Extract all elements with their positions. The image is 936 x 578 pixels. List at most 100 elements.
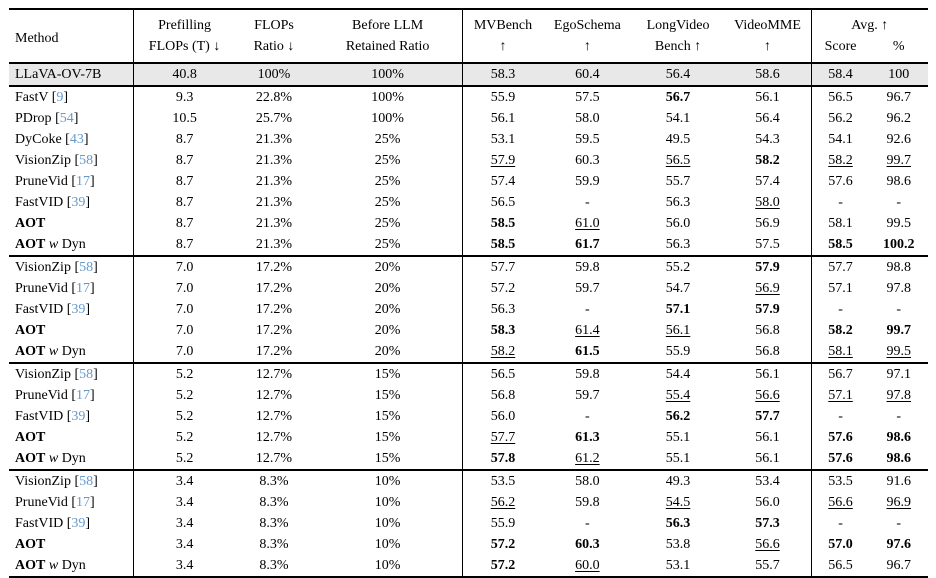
method-name: w — [45, 558, 59, 573]
value-cell: - — [896, 195, 902, 210]
citation-link[interactable]: 39 — [71, 409, 86, 424]
col-header-avg: Avg. ↑ — [851, 18, 889, 33]
value-text: 56.6 — [755, 537, 780, 552]
citation-link[interactable]: 54 — [59, 111, 74, 126]
col-header-method: Method — [9, 9, 135, 64]
method-cell: FastVID [39] — [9, 192, 135, 213]
value-text: 61.5 — [575, 344, 600, 359]
table-row: DyCoke [43] 8.7 21.3% 25% 53.1 59.5 49.5 54.3 54… — [9, 129, 928, 150]
value-text: 60.3 — [575, 537, 600, 552]
method-name: DyCoke — [15, 132, 66, 147]
value-cell: 7.0 — [175, 323, 194, 338]
table-row: VisionZip [58] 7.0 17.2% 20% 57.7 59.8 55.2 57.… — [9, 255, 928, 278]
value-cell: 55.2 — [631, 255, 725, 278]
table-row: LLaVA-OV-7B 40.8 100% 100% 58.3 60.4 56.4 58.6 5… — [9, 63, 928, 86]
method-name: VisionZip — [15, 367, 75, 382]
value-cell: 5.2 — [175, 409, 194, 424]
value-cell: 5.2 — [175, 451, 194, 466]
citation-link[interactable]: 39 — [71, 516, 86, 531]
value-cell: 56.5 — [828, 558, 853, 573]
value-text: 98.6 — [886, 430, 912, 445]
value-text: 58.1 — [828, 344, 853, 359]
value-text: 61.0 — [575, 216, 600, 231]
value-cell: 57.7 — [462, 255, 544, 278]
value-cell: 20% — [313, 255, 463, 278]
value-cell: 97.8 — [886, 281, 912, 296]
citation-link[interactable]: 39 — [71, 195, 86, 210]
value-cell: 60.3 — [575, 153, 600, 168]
value-cell: 56.1 — [632, 320, 725, 341]
citation-link[interactable]: 9 — [56, 90, 64, 105]
table-body: LLaVA-OV-7B 40.8 100% 100% 58.3 60.4 56.4 58.6 5… — [9, 63, 928, 577]
value-cell: 55.9 — [490, 516, 516, 531]
citation-link[interactable]: 43 — [69, 132, 84, 147]
value-cell: 55.1 — [665, 430, 691, 445]
value-text: 58.2 — [490, 344, 516, 359]
value-cell: 5.2 — [133, 362, 235, 385]
method-name: w — [45, 344, 59, 359]
table-row: AOT w Dyn 5.2 12.7% 15% 57.8 61.2 55.1 56.1 57.6… — [9, 448, 928, 470]
value-cell: 100.2 — [870, 234, 929, 256]
table-header: Method Prefilling FLOPs Before LLM MVBen… — [9, 9, 928, 64]
method-cell: FastVID [39] — [9, 299, 135, 320]
value-cell: 8.7 — [175, 216, 194, 231]
table-row: AOT 8.7 21.3% 25% 58.5 61.0 56.0 56.9 58.1 99.5 — [9, 213, 928, 234]
value-cell: 53.8 — [665, 537, 691, 552]
value-text: 97.8 — [886, 388, 912, 403]
value-cell: 60.0 — [543, 555, 632, 577]
value-cell: 56.1 — [724, 448, 812, 470]
value-cell: 58.5 — [462, 234, 543, 256]
value-cell: 20% — [313, 278, 463, 299]
citation-link[interactable]: 58 — [79, 260, 94, 275]
value-cell: 96.9 — [870, 492, 929, 513]
value-cell: 57.2 — [462, 555, 543, 577]
table-row: FastVID [39] 5.2 12.7% 15% 56.0 - 56.2 57.7 - - — [9, 406, 928, 427]
table-row: PruneVid [17] 3.4 8.3% 10% 56.2 59.8 54.5 56.0 5… — [9, 492, 928, 513]
value-text: 56.6 — [828, 495, 853, 510]
method-name: Dyn — [58, 558, 86, 573]
table-row: FastVID [39] 7.0 17.2% 20% 56.3 - 57.1 57.9 - - — [9, 299, 928, 320]
value-cell: 56.4 — [631, 63, 725, 86]
value-text: 57.2 — [490, 537, 516, 552]
col-subheader-flops-ratio: Ratio ↓ — [234, 36, 314, 64]
citation-link[interactable]: 17 — [76, 174, 90, 189]
citation-link[interactable]: 17 — [76, 388, 90, 403]
value-cell: 12.7% — [255, 409, 293, 424]
method-cell: AOT — [9, 213, 135, 234]
value-cell: - — [896, 409, 902, 424]
value-cell: 56.1 — [724, 427, 812, 448]
value-cell: 21.3% — [255, 237, 293, 252]
value-cell: 21.3% — [255, 216, 293, 231]
value-cell: 100% — [313, 85, 463, 108]
method-name: VisionZip — [15, 153, 75, 168]
citation-link[interactable]: 17 — [76, 495, 90, 510]
value-text: 96.9 — [886, 495, 912, 510]
value-cell: 61.3 — [543, 427, 632, 448]
value-cell: - — [585, 409, 590, 424]
citation-link[interactable]: 58 — [79, 153, 94, 168]
method-name: VisionZip — [15, 474, 75, 489]
citation-link[interactable]: 17 — [76, 281, 90, 296]
value-cell: 15% — [313, 448, 463, 470]
value-cell: 59.9 — [575, 174, 600, 189]
table-row: PruneVid [17] 5.2 12.7% 15% 56.8 59.7 55.4 56.6… — [9, 385, 928, 406]
value-cell: 99.7 — [870, 150, 929, 171]
value-text: 57.3 — [755, 516, 780, 531]
value-text: 56.7 — [665, 90, 691, 105]
value-cell: 57.9 — [462, 150, 543, 171]
col-subheader-longvideobench: Bench ↑ — [631, 36, 725, 64]
value-cell: 56.0 — [724, 492, 812, 513]
method-cell: AOT w Dyn — [9, 448, 135, 470]
method-name: AOT — [15, 237, 46, 252]
value-cell: 59.8 — [543, 255, 632, 278]
method-cell: FastV [9] — [9, 85, 135, 108]
value-cell: 56.7 — [631, 85, 725, 108]
value-cell: 8.3% — [259, 558, 289, 573]
method-cell: PruneVid [17] — [9, 492, 135, 513]
value-cell: 40.8 — [133, 63, 235, 86]
value-cell: 56.1 — [724, 362, 812, 385]
citation-link[interactable]: 58 — [79, 474, 94, 489]
citation-link[interactable]: 39 — [71, 302, 86, 317]
value-text: 61.3 — [575, 430, 600, 445]
citation-link[interactable]: 58 — [79, 367, 94, 382]
